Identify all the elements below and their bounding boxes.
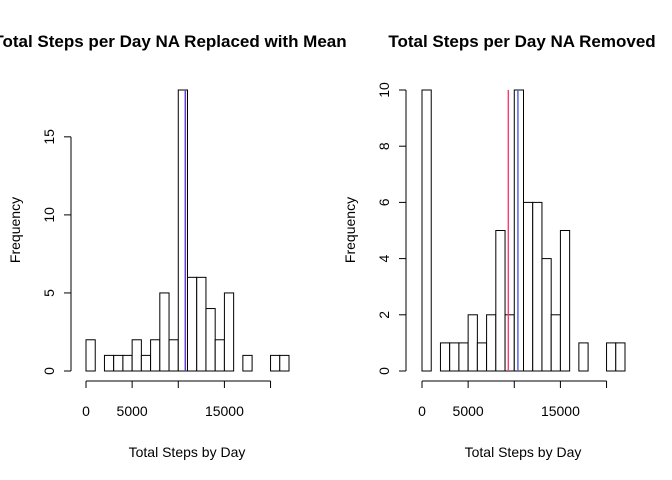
right-histogram-bar: [458, 342, 469, 372]
right-histogram-bar: [495, 230, 506, 372]
right-histogram-panel: Total Steps per Day NA Removed Total Ste…: [342, 32, 656, 460]
left-histogram-panel: Total Steps per Day NA Replaced with Mea…: [0, 32, 347, 460]
left-histogram-bar: [122, 354, 133, 372]
left-chart-title: Total Steps per Day NA Replaced with Mea…: [0, 32, 347, 51]
right-histogram-bar: [513, 89, 524, 372]
left-x-tick-label: 5000: [117, 403, 148, 419]
left-histogram-bar: [270, 354, 281, 372]
left-histogram-bar: [85, 339, 96, 372]
left-histogram-bar: [187, 276, 198, 372]
right-y-tick-label: 4: [376, 254, 392, 262]
right-histogram-bar: [486, 314, 497, 372]
left-histogram-bar: [150, 339, 161, 372]
left-x-tick-label: 0: [82, 403, 90, 419]
right-histogram-bar: [504, 314, 515, 372]
right-x-tick-label: 15000: [541, 403, 580, 419]
right-histogram-bar: [550, 314, 561, 372]
left-histogram-bar: [168, 339, 179, 372]
right-y-tick-label: 8: [376, 142, 392, 150]
right-histogram-bar: [532, 201, 543, 372]
left-histogram-bar: [131, 339, 142, 372]
right-y-tick-label: 10: [376, 82, 392, 98]
right-histogram-bar: [559, 230, 571, 372]
left-histogram-bar: [279, 354, 290, 372]
left-histogram-bar: [223, 292, 235, 372]
right-y-axis-label: Frequency: [342, 197, 358, 263]
left-histogram-bar: [205, 308, 216, 372]
left-y-tick-label: 15: [41, 129, 57, 145]
right-y-tick-label: 6: [376, 198, 392, 206]
right-x-tick-label: 5000: [453, 403, 484, 419]
left-histogram-bar: [113, 354, 124, 372]
left-histogram-bar: [159, 292, 170, 372]
left-x-axis-label: Total Steps by Day: [129, 444, 246, 460]
right-histogram-bar: [578, 342, 589, 372]
left-y-tick-label: 0: [41, 367, 57, 375]
right-histogram-bar: [541, 258, 552, 372]
right-histogram-bar: [421, 89, 432, 372]
right-histogram-bar: [439, 342, 451, 372]
right-histogram-bar: [476, 342, 488, 372]
right-histogram-bar: [449, 342, 460, 372]
left-x-tick-label: 15000: [205, 403, 244, 419]
right-x-tick-label: 0: [418, 403, 426, 419]
right-histogram-bar: [606, 342, 617, 372]
left-histogram-bar: [214, 339, 225, 372]
left-histogram-bar: [140, 354, 152, 372]
right-y-tick-label: 2: [376, 311, 392, 319]
left-histogram-bar: [242, 354, 253, 372]
left-y-tick-label: 5: [41, 289, 57, 297]
right-histogram-bar: [467, 314, 478, 372]
right-x-axis-label: Total Steps by Day: [465, 444, 582, 460]
left-histogram-bar: [103, 354, 115, 372]
left-y-axis-label: Frequency: [7, 197, 23, 263]
right-histogram-bar: [615, 342, 626, 372]
right-y-tick-label: 0: [376, 367, 392, 375]
left-y-tick-label: 10: [41, 207, 57, 223]
right-histogram-bar: [523, 201, 534, 372]
right-chart-title: Total Steps per Day NA Removed: [388, 32, 655, 51]
left-histogram-bar: [196, 276, 207, 372]
left-histogram-bar: [177, 89, 188, 372]
